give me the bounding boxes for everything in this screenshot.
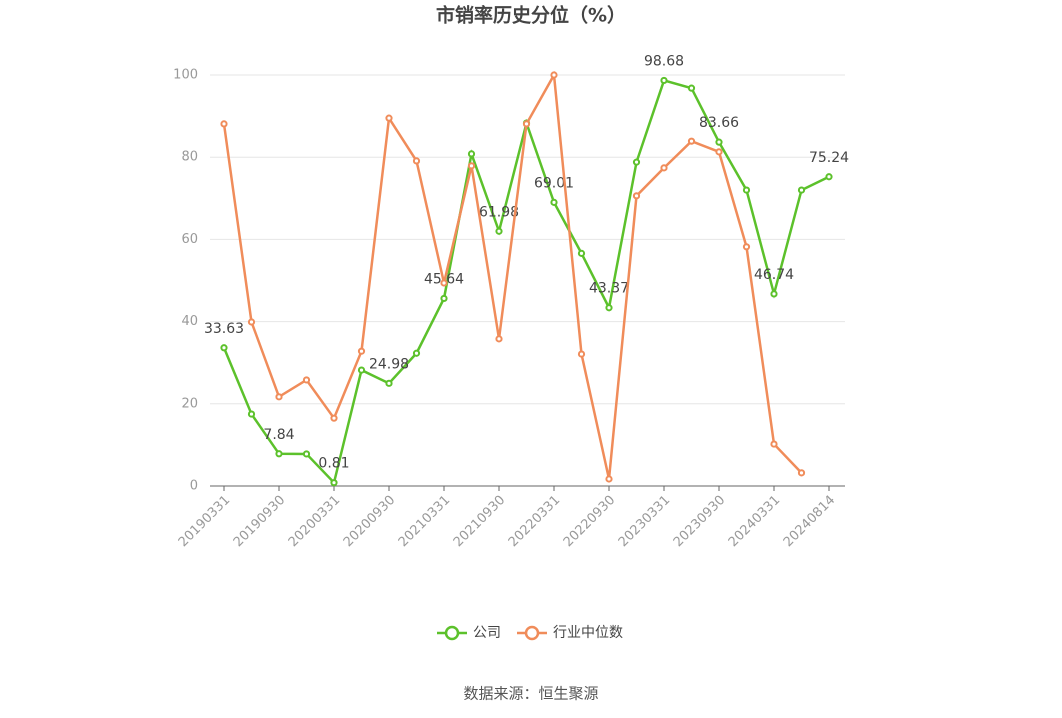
x-tick-label: 20220331 <box>506 493 563 550</box>
point <box>797 186 806 194</box>
y-tick-label: 0 <box>190 479 198 494</box>
legend-marker <box>444 625 460 641</box>
point <box>357 347 366 355</box>
data-label: 43.37 <box>589 281 629 297</box>
point <box>467 162 476 170</box>
data-label: 0.81 <box>318 456 349 472</box>
point <box>357 366 366 374</box>
point <box>440 294 448 303</box>
x-tick-label: 20200930 <box>341 493 398 550</box>
point <box>742 243 751 251</box>
point <box>467 150 476 158</box>
point <box>577 350 586 358</box>
y-tick-label: 80 <box>181 150 198 165</box>
point <box>247 318 256 326</box>
data-label: 98.68 <box>644 53 684 69</box>
x-tick-label: 20200331 <box>286 493 343 550</box>
legend-label: 公司 <box>473 625 501 641</box>
x-tick-label: 20190930 <box>231 493 288 550</box>
point <box>275 393 283 401</box>
series-line <box>222 78 830 486</box>
point <box>385 379 393 387</box>
source: 数据来源：恒生聚源 <box>463 685 598 703</box>
data-label: 61.98 <box>479 204 519 220</box>
data-label: 33.63 <box>204 321 244 337</box>
point <box>632 158 641 166</box>
point <box>440 279 448 287</box>
point <box>495 335 503 343</box>
point <box>742 186 751 194</box>
point <box>220 120 228 128</box>
data-label: 7.84 <box>263 427 294 443</box>
point <box>302 450 311 458</box>
point <box>605 475 613 483</box>
point <box>412 157 421 165</box>
data-label: 69.01 <box>534 175 574 191</box>
point <box>550 71 558 79</box>
point <box>550 198 558 206</box>
point <box>715 148 723 156</box>
y-tick-label: 60 <box>181 232 198 247</box>
legend-marker <box>524 625 540 641</box>
point <box>495 227 503 235</box>
point <box>275 450 283 458</box>
point <box>577 249 586 257</box>
point <box>220 344 228 352</box>
x-tick-label: 20210331 <box>396 493 453 550</box>
data-label: 46.74 <box>754 267 794 283</box>
x-tick-label: 20210930 <box>451 493 508 550</box>
x-tick-label: 20190331 <box>176 493 233 550</box>
y-tick-label: 20 <box>181 396 198 411</box>
legend-item[interactable]: 行业中位数 <box>517 625 623 641</box>
y-tick-label: 100 <box>173 68 198 83</box>
point <box>715 138 723 146</box>
point <box>770 290 778 298</box>
point <box>247 410 256 418</box>
legend-item[interactable]: 公司 <box>437 625 501 641</box>
point <box>687 137 696 145</box>
x-tick-label: 20220930 <box>561 493 618 550</box>
point <box>385 114 393 122</box>
legend-label: 行业中位数 <box>553 625 623 641</box>
data-label: 83.66 <box>699 115 739 131</box>
y-tick-label: 40 <box>181 314 198 329</box>
point <box>330 414 338 422</box>
x-tick-label: 20230930 <box>671 493 728 550</box>
series-line <box>222 70 803 480</box>
data-label: 24.98 <box>369 356 409 372</box>
point <box>770 440 778 448</box>
point <box>660 164 668 172</box>
x-tick-label: 20240331 <box>726 493 783 550</box>
point <box>660 76 668 85</box>
point <box>302 376 311 384</box>
point <box>522 120 531 128</box>
chart-title: 市销率历史分位（%） <box>436 4 626 27</box>
point <box>825 173 833 181</box>
point <box>412 349 421 357</box>
point <box>687 84 696 92</box>
point <box>797 469 806 477</box>
point <box>632 192 641 200</box>
point <box>330 479 338 487</box>
x-tick-label: 20230331 <box>616 493 673 550</box>
data-label: 75.24 <box>809 150 849 166</box>
point <box>605 304 613 312</box>
x-tick-label: 20240814 <box>781 493 838 550</box>
